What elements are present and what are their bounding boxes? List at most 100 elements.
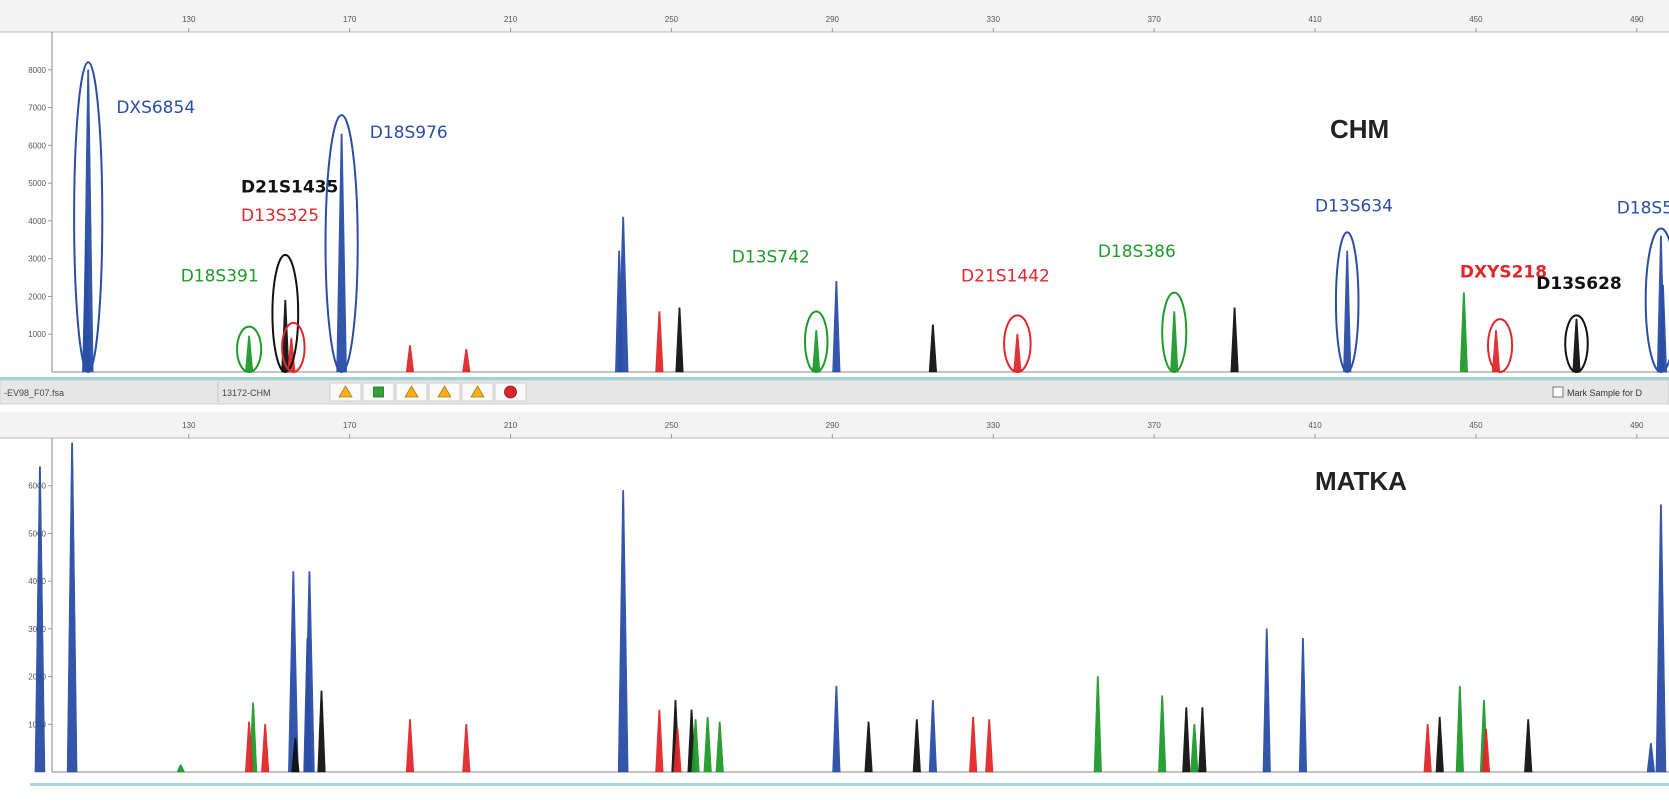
file-name-label: -EV98_F07.fsa bbox=[4, 388, 64, 398]
marker-label-dxs6854: DXS6854 bbox=[116, 98, 195, 118]
marker-ellipse-d21s1435 bbox=[271, 253, 300, 374]
warning-icon bbox=[437, 385, 452, 398]
matka-y-tick-label: 6000 bbox=[28, 482, 46, 491]
chm-peak bbox=[1230, 307, 1239, 373]
marker-ellipse-d21s1442 bbox=[1003, 314, 1032, 373]
chm-y-tick-label: 2000 bbox=[28, 292, 46, 301]
chm-y-tick-label: 5000 bbox=[28, 179, 46, 188]
matka-peak bbox=[462, 723, 471, 773]
marker-ellipse-d18s535 bbox=[1644, 227, 1669, 373]
matka-peak bbox=[1655, 504, 1667, 773]
marker-ellipse-dxys218 bbox=[1486, 318, 1514, 373]
chart-marks: 130 170 210 250 290 330 370 410 450 490 1000 2000 30… bbox=[28, 15, 1669, 773]
matka-peak bbox=[832, 685, 841, 773]
marker-label-d13s325: D13S325 bbox=[241, 206, 319, 226]
marker-ellipse-d18s976 bbox=[324, 114, 359, 373]
matka-x-tick-label: 130 bbox=[182, 421, 196, 430]
matka-peak bbox=[1481, 728, 1491, 773]
matka-peak bbox=[1423, 723, 1432, 773]
warning-icon bbox=[404, 385, 419, 398]
chm-peak bbox=[832, 281, 841, 373]
marker-label-d13s628: D13S628 bbox=[1536, 274, 1622, 294]
matka-peak bbox=[244, 721, 254, 773]
matka-peak bbox=[673, 728, 682, 773]
warning-icon bbox=[338, 385, 353, 398]
matka-peak bbox=[1198, 707, 1207, 773]
matka-ruler bbox=[0, 412, 1669, 438]
marker-ellipse-d13s742 bbox=[803, 310, 829, 373]
matka-peak bbox=[985, 719, 994, 773]
matka-x-tick-label: 250 bbox=[665, 421, 679, 430]
chm-peak bbox=[655, 311, 664, 373]
mark-sample-checkbox[interactable] bbox=[1552, 386, 1564, 398]
marker-label-d21s1435: D21S1435 bbox=[241, 178, 338, 198]
matka-peak bbox=[1435, 716, 1444, 773]
bottom-scrollbar[interactable] bbox=[30, 783, 1669, 786]
matka-peak bbox=[617, 490, 629, 773]
marker-label-d21s1442: D21S1442 bbox=[961, 266, 1050, 286]
matka-peak bbox=[703, 716, 712, 773]
error-icon bbox=[504, 385, 517, 399]
chm-x-tick-label: 210 bbox=[504, 15, 518, 24]
matka-peak bbox=[66, 442, 78, 773]
chm-y-tick-label: 3000 bbox=[28, 255, 46, 264]
matka-x-tick-label: 490 bbox=[1630, 421, 1644, 430]
matka-peak bbox=[715, 721, 724, 773]
marker-label-d18s391: D18S391 bbox=[181, 266, 259, 286]
matka-x-tick-label: 290 bbox=[826, 421, 840, 430]
chm-y-tick-label: 7000 bbox=[28, 104, 46, 113]
chm-x-tick-label: 450 bbox=[1469, 15, 1483, 24]
marker-ellipse-d13s628 bbox=[1564, 314, 1589, 373]
sample-id-label: 13172-CHM bbox=[222, 388, 271, 398]
matka-peak bbox=[1262, 628, 1271, 773]
chm-y-tick-label: 1000 bbox=[28, 330, 46, 339]
marker-label-d18s976: D18S976 bbox=[370, 123, 448, 143]
matka-peak bbox=[864, 721, 873, 773]
marker-ellipse-dxs6854 bbox=[73, 61, 104, 373]
matka-x-tick-label: 210 bbox=[504, 421, 518, 430]
matka-peak bbox=[1158, 695, 1167, 773]
matka-x-tick-label: 410 bbox=[1308, 421, 1322, 430]
marker-ellipse-d18s386 bbox=[1161, 291, 1188, 374]
matka-y-tick-label: 5000 bbox=[28, 529, 46, 538]
matka-peak bbox=[1455, 685, 1464, 773]
matka-peak bbox=[34, 466, 46, 773]
matka-peak bbox=[1093, 676, 1102, 773]
chm-y-tick-label: 8000 bbox=[28, 66, 46, 75]
marker-ellipse-d13s634 bbox=[1334, 231, 1360, 373]
chm-y-tick-label: 4000 bbox=[28, 217, 46, 226]
chm-peak bbox=[1658, 284, 1668, 373]
matka-x-tick-label: 450 bbox=[1469, 421, 1483, 430]
chm-x-tick-label: 410 bbox=[1308, 15, 1322, 24]
matka-peak bbox=[969, 716, 978, 773]
mark-sample-label: Mark Sample for D bbox=[1567, 388, 1643, 398]
matka-peak bbox=[691, 719, 700, 773]
marker-label-dxys218: DXYS218 bbox=[1460, 263, 1547, 283]
chm-x-tick-label: 290 bbox=[826, 15, 840, 24]
matka-peak bbox=[1524, 719, 1533, 773]
marker-ellipse-d18s391 bbox=[236, 325, 263, 374]
matka-peak bbox=[317, 690, 326, 773]
marker-label-d18s535: D18S535 bbox=[1617, 198, 1669, 218]
chm-peak bbox=[675, 307, 684, 373]
chm-x-tick-label: 170 bbox=[343, 15, 357, 24]
matka-x-tick-label: 370 bbox=[1147, 421, 1161, 430]
chm-y-tick-label: 6000 bbox=[28, 141, 46, 150]
chm-peak bbox=[405, 345, 415, 373]
chm-x-tick-label: 490 bbox=[1630, 15, 1644, 24]
matka-peak bbox=[928, 700, 938, 773]
matka-peak bbox=[1182, 707, 1191, 773]
chm-x-tick-label: 250 bbox=[665, 15, 679, 24]
chm-x-tick-label: 330 bbox=[987, 15, 1001, 24]
matka-x-tick-label: 330 bbox=[987, 421, 1001, 430]
matka-peak bbox=[261, 723, 270, 773]
status-icon-group bbox=[329, 382, 527, 402]
marker-label-d13s634: D13S634 bbox=[1315, 196, 1393, 216]
matka-x-tick-label: 170 bbox=[343, 421, 357, 430]
matka-peak bbox=[912, 719, 921, 773]
matka-peak bbox=[303, 638, 312, 773]
chm-sample-label: CHM bbox=[1330, 114, 1389, 144]
matka-peak bbox=[1646, 743, 1656, 773]
matka-peak bbox=[291, 738, 300, 773]
